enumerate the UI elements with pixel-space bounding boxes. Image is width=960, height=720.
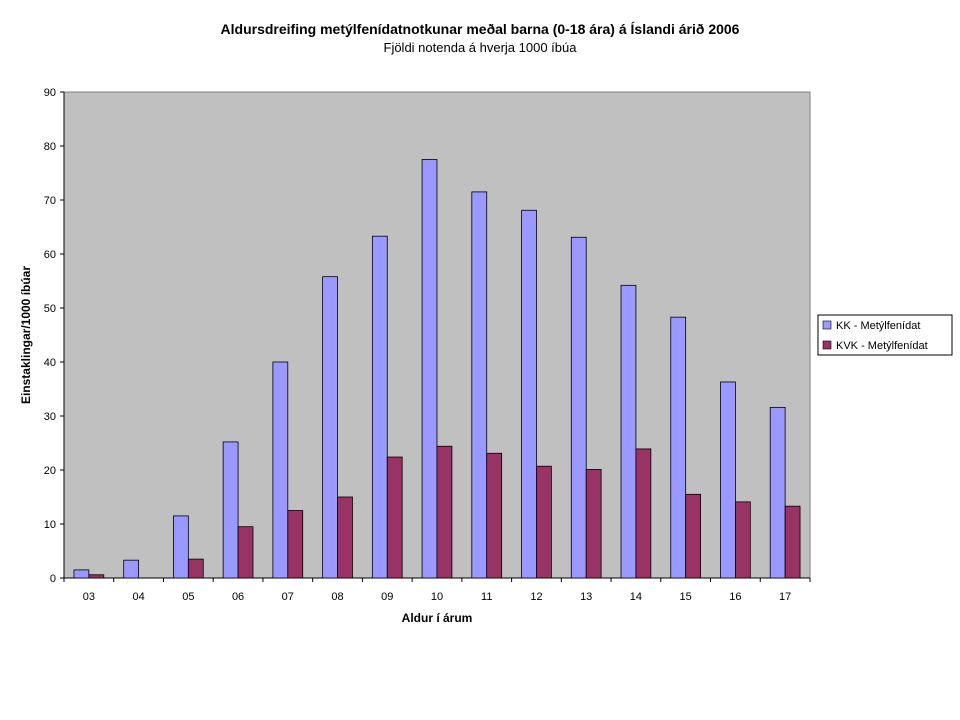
x-tick-label: 12 bbox=[530, 591, 542, 603]
bar-kvk-17 bbox=[784, 505, 801, 579]
x-tick-label: 13 bbox=[580, 591, 592, 603]
x-tick-label: 16 bbox=[729, 591, 741, 603]
bar-kvk-03 bbox=[88, 574, 105, 579]
y-tick-label: 80 bbox=[44, 141, 56, 153]
x-tick-label: 11 bbox=[481, 591, 492, 603]
bar-kvk-05 bbox=[187, 558, 204, 579]
y-tick-label: 90 bbox=[44, 87, 56, 99]
bar-kk-08 bbox=[322, 276, 338, 579]
bar-kvk-12 bbox=[536, 465, 552, 579]
x-tick-label: 04 bbox=[132, 591, 144, 603]
x-tick-label: 08 bbox=[331, 591, 343, 603]
bars bbox=[73, 159, 801, 579]
x-tick-label: 07 bbox=[282, 591, 294, 603]
bar-kk-13 bbox=[570, 236, 587, 579]
bar-kk-07 bbox=[272, 361, 289, 579]
bar-kk-04 bbox=[123, 559, 140, 579]
bar-kk-15 bbox=[670, 316, 687, 579]
y-tick-label: 40 bbox=[44, 357, 56, 369]
bar-kvk-16 bbox=[735, 501, 751, 579]
bar-kvk-08 bbox=[337, 496, 353, 579]
x-tick-label: 17 bbox=[779, 591, 791, 603]
bar-kvk-07 bbox=[287, 510, 304, 579]
x-tick-label: 10 bbox=[431, 591, 443, 603]
legend: KK - Metýlfenídat KVK - Metýlfenídat bbox=[817, 314, 953, 356]
y-axis: 0 10 20 30 40 50 60 70 80 90 bbox=[44, 87, 65, 585]
x-tick-label: 09 bbox=[381, 591, 393, 603]
legend-label-kk: KK - Metýlfenídat bbox=[836, 320, 920, 332]
legend-label-kvk: KVK - Metýlfenídat bbox=[836, 340, 928, 352]
bar-kvk-11 bbox=[486, 452, 503, 579]
bar-kk-03 bbox=[73, 569, 90, 579]
y-tick-label: 50 bbox=[44, 303, 56, 315]
bar-kk-10 bbox=[421, 159, 438, 579]
bar-kk-16 bbox=[720, 381, 736, 579]
bar-kk-05 bbox=[173, 515, 189, 579]
bar-kk-14 bbox=[620, 284, 637, 579]
bar-kvk-06 bbox=[237, 526, 254, 579]
y-tick-label: 70 bbox=[44, 195, 56, 207]
y-axis-title: Einstaklingar/1000 íbúar bbox=[19, 266, 33, 404]
bar-kk-06 bbox=[222, 441, 239, 579]
y-tick-label: 60 bbox=[44, 249, 56, 261]
chart-subtitle: Fjöldi notenda á hverja 1000 íbúa bbox=[384, 40, 578, 55]
y-tick-label: 20 bbox=[44, 465, 56, 477]
bar-kvk-10 bbox=[436, 445, 453, 579]
x-axis: 03 04 05 06 07 08 09 10 11 12 13 14 15 16 17 bbox=[63, 577, 811, 603]
x-tick-label: 15 bbox=[680, 591, 692, 603]
y-tick-label: 30 bbox=[44, 411, 56, 423]
x-tick-label: 14 bbox=[630, 591, 642, 603]
bar-kk-12 bbox=[521, 209, 537, 579]
bar-kvk-13 bbox=[585, 469, 602, 579]
x-tick-label: 06 bbox=[232, 591, 244, 603]
y-tick-label: 0 bbox=[50, 573, 56, 585]
x-axis-title: Aldur í árum bbox=[402, 611, 473, 625]
legend-swatch-kvk bbox=[822, 340, 832, 350]
bar-kvk-09 bbox=[386, 456, 403, 579]
chart-title: Aldursdreifing metýlfenídatnotkunar meða… bbox=[221, 21, 740, 37]
bar-kvk-14 bbox=[635, 448, 652, 579]
legend-box bbox=[817, 314, 953, 356]
bar-kvk-15 bbox=[685, 493, 701, 579]
x-tick-label: 03 bbox=[83, 591, 95, 603]
legend-swatch-kk bbox=[822, 320, 832, 330]
bar-kk-09 bbox=[371, 235, 388, 579]
bar-kk-17 bbox=[769, 406, 786, 579]
bar-kk-11 bbox=[471, 191, 488, 579]
x-tick-label: 05 bbox=[182, 591, 194, 603]
y-tick-label: 10 bbox=[44, 519, 56, 531]
